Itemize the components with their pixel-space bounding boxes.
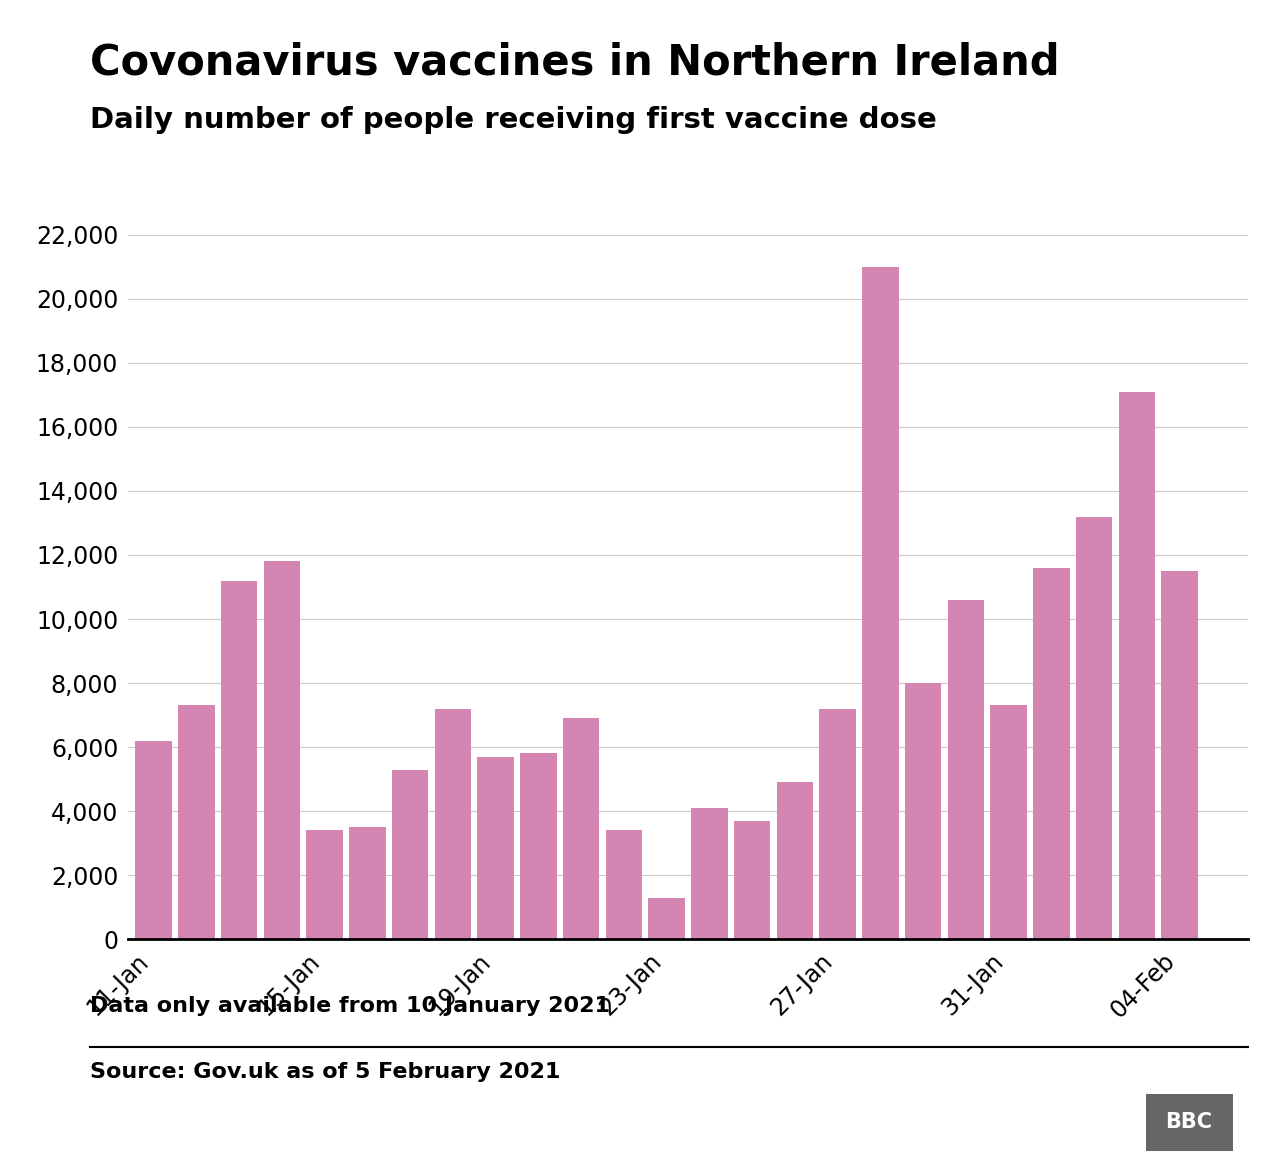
Bar bbox=[520, 754, 557, 939]
Bar bbox=[435, 709, 471, 939]
Bar bbox=[392, 769, 429, 939]
Text: BBC: BBC bbox=[1166, 1112, 1212, 1133]
Bar bbox=[477, 757, 513, 939]
Bar bbox=[1033, 568, 1070, 939]
Bar bbox=[563, 718, 599, 939]
Text: Source: Gov.uk as of 5 February 2021: Source: Gov.uk as of 5 February 2021 bbox=[90, 1062, 559, 1082]
Bar bbox=[178, 706, 215, 939]
Bar bbox=[777, 782, 813, 939]
Bar bbox=[221, 581, 257, 939]
Bar bbox=[1161, 571, 1198, 939]
Bar bbox=[136, 741, 172, 939]
Bar bbox=[605, 830, 643, 939]
Bar bbox=[905, 683, 941, 939]
Bar bbox=[691, 808, 727, 939]
Bar bbox=[863, 266, 899, 939]
Bar bbox=[649, 898, 685, 939]
Text: Daily number of people receiving first vaccine dose: Daily number of people receiving first v… bbox=[90, 106, 937, 134]
Text: Covonavirus vaccines in Northern Ireland: Covonavirus vaccines in Northern Ireland bbox=[90, 41, 1060, 83]
Bar bbox=[947, 600, 984, 939]
Bar bbox=[819, 709, 856, 939]
Bar bbox=[991, 706, 1027, 939]
Bar bbox=[264, 561, 300, 939]
Bar bbox=[349, 828, 385, 939]
Text: Data only available from 10 January 2021: Data only available from 10 January 2021 bbox=[90, 996, 609, 1016]
Bar bbox=[306, 830, 343, 939]
Bar bbox=[1076, 517, 1112, 939]
Bar bbox=[1119, 392, 1155, 939]
Bar bbox=[733, 821, 771, 939]
